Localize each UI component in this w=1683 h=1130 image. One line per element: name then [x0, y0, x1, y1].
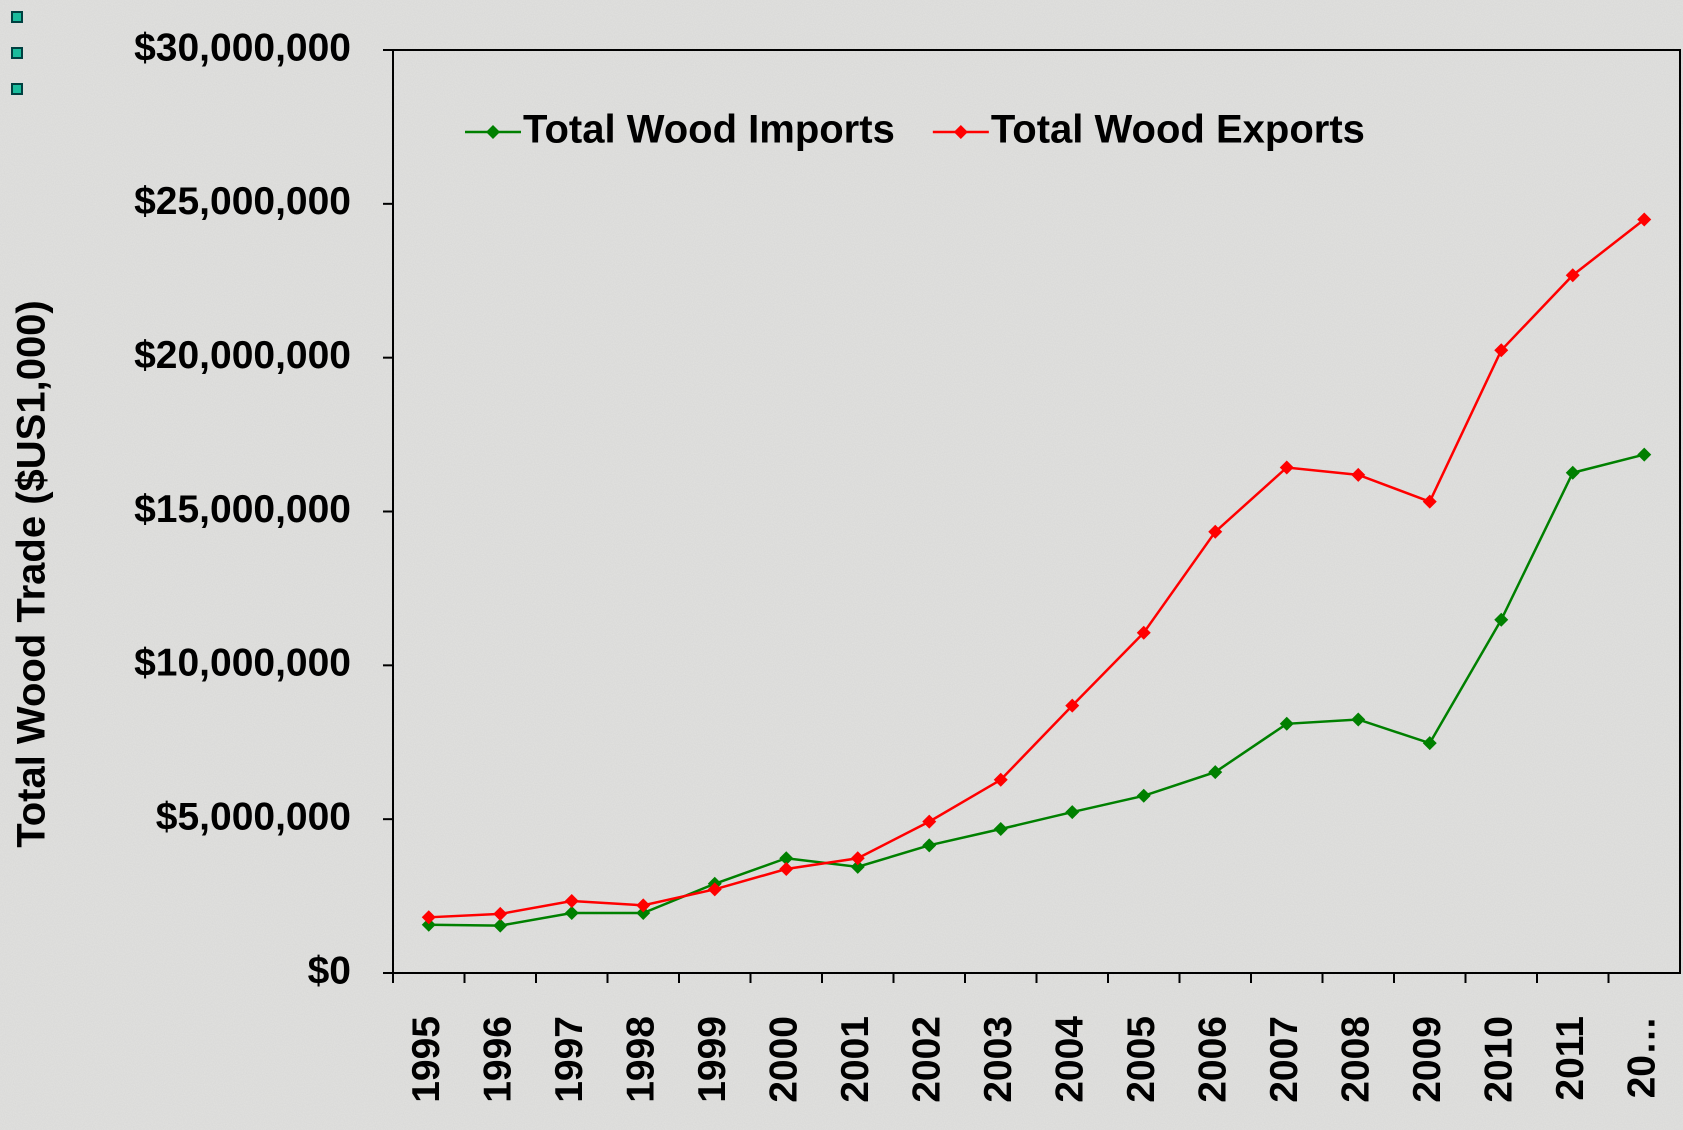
x-tick-label: 1998: [620, 1016, 663, 1103]
x-tick-label: 2005: [1120, 1016, 1163, 1103]
decor-squares: [11, 11, 23, 95]
point-marker: [564, 906, 579, 921]
legend-label: Total Wood Imports: [523, 108, 895, 152]
point-marker: [1136, 625, 1151, 640]
point-marker: [922, 838, 937, 853]
x-tick-label: 2008: [1335, 1016, 1378, 1103]
point-marker: [564, 894, 579, 909]
x-tick-label: 1995: [405, 1016, 448, 1103]
point-marker: [1208, 524, 1223, 539]
point-marker: [1565, 268, 1580, 283]
y-tick-label: $20,000,000: [134, 334, 351, 377]
point-marker: [707, 882, 722, 897]
x-tick-label: 2003: [977, 1016, 1020, 1103]
point-marker: [1065, 805, 1080, 820]
point-marker: [421, 917, 436, 932]
y-tick-label: $5,000,000: [156, 795, 351, 838]
x-tick-label: 1996: [477, 1016, 520, 1103]
point-marker: [850, 851, 865, 866]
point-marker: [1279, 460, 1294, 475]
x-tick-label: 2001: [834, 1016, 877, 1103]
point-marker: [1637, 447, 1652, 462]
point-marker: [1637, 212, 1652, 227]
point-marker: [993, 822, 1008, 837]
point-marker: [993, 772, 1008, 787]
point-marker: [1422, 736, 1437, 751]
point-marker: [1565, 465, 1580, 480]
point-marker: [493, 918, 508, 933]
x-tick-label: 2004: [1049, 1016, 1092, 1103]
y-tick-label: $15,000,000: [134, 488, 351, 531]
point-marker: [493, 906, 508, 921]
point-marker: [636, 906, 651, 921]
point-marker: [1351, 712, 1366, 727]
legend-marker: [953, 125, 968, 139]
point-marker: [1208, 765, 1223, 780]
point-marker: [636, 898, 651, 913]
x-tick-label: 2011: [1549, 1016, 1592, 1101]
point-marker: [1494, 343, 1509, 358]
point-marker: [1422, 494, 1437, 509]
x-tick-label: 2007: [1263, 1016, 1306, 1103]
series-line: [428, 453, 1645, 927]
x-tick-label: 1999: [691, 1016, 734, 1103]
x-tick-label: 2009: [1406, 1016, 1449, 1103]
point-marker: [1279, 716, 1294, 731]
y-tick-label: $10,000,000: [134, 642, 351, 685]
point-marker: [1065, 698, 1080, 713]
x-tick-label: 2010: [1478, 1016, 1521, 1103]
point-marker: [1351, 467, 1366, 482]
point-marker: [779, 851, 794, 866]
point-marker: [779, 862, 794, 877]
point-marker: [1494, 612, 1509, 627]
legend-marker: [486, 125, 500, 139]
point-marker: [421, 910, 436, 925]
legend-label: Total Wood Exports: [991, 108, 1365, 152]
point-marker: [850, 859, 865, 874]
point-marker: [1136, 788, 1151, 803]
y-axis-title: Total Wood Trade ($US1,000): [10, 300, 54, 848]
y-tick-label: $30,000,000: [134, 26, 351, 69]
x-tick-label: 20…: [1621, 1016, 1664, 1098]
y-tick-label: $0: [308, 949, 351, 992]
y-tick-label: $25,000,000: [134, 180, 351, 223]
x-tick-label: 2000: [763, 1016, 806, 1103]
x-tick-label: 2006: [1192, 1016, 1235, 1103]
x-tick-label: 2002: [906, 1016, 949, 1103]
point-marker: [922, 814, 937, 829]
x-tick-label: 1997: [548, 1016, 591, 1103]
series-line: [428, 218, 1646, 919]
